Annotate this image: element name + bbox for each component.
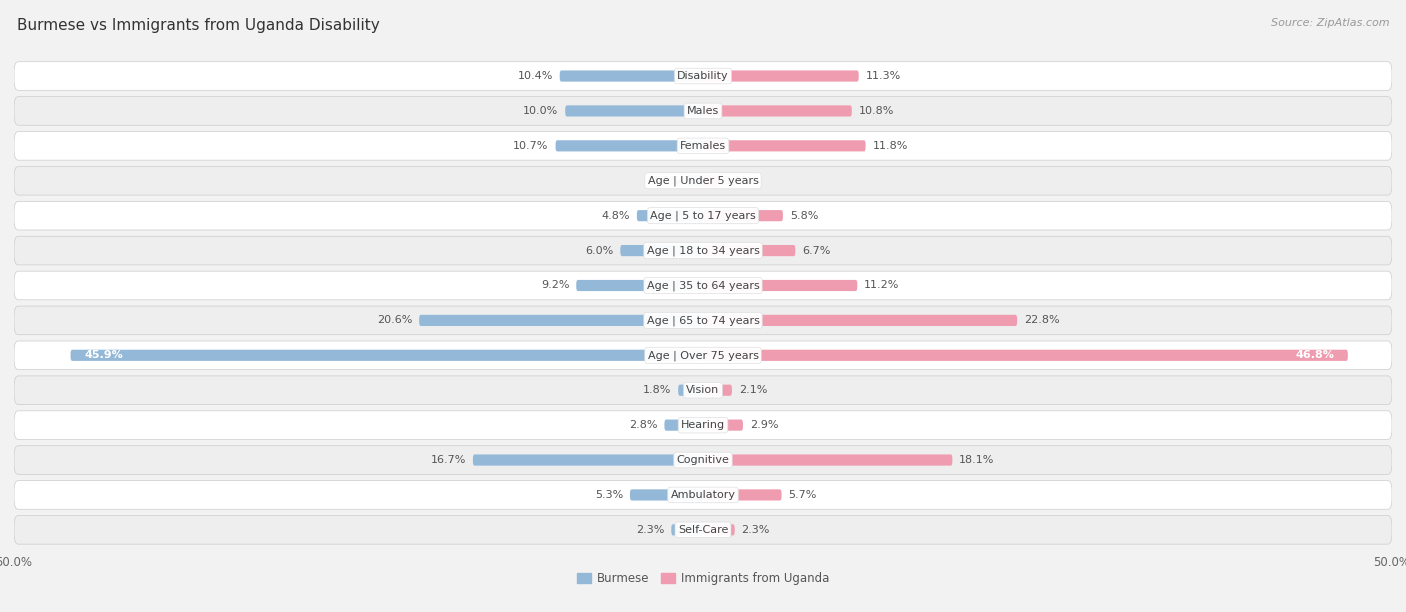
FancyBboxPatch shape [703, 280, 858, 291]
Text: 10.0%: 10.0% [523, 106, 558, 116]
Text: 9.2%: 9.2% [541, 280, 569, 291]
Text: 11.8%: 11.8% [873, 141, 908, 151]
FancyBboxPatch shape [703, 455, 952, 466]
FancyBboxPatch shape [637, 210, 703, 222]
FancyBboxPatch shape [14, 446, 1392, 474]
Text: 11.2%: 11.2% [865, 280, 900, 291]
FancyBboxPatch shape [688, 175, 703, 186]
FancyBboxPatch shape [678, 384, 703, 396]
Text: 20.6%: 20.6% [377, 315, 412, 326]
Text: Ambulatory: Ambulatory [671, 490, 735, 500]
FancyBboxPatch shape [14, 166, 1392, 195]
FancyBboxPatch shape [472, 455, 703, 466]
Text: 5.8%: 5.8% [790, 211, 818, 221]
FancyBboxPatch shape [14, 62, 1392, 91]
Legend: Burmese, Immigrants from Uganda: Burmese, Immigrants from Uganda [572, 567, 834, 589]
Text: Source: ZipAtlas.com: Source: ZipAtlas.com [1271, 18, 1389, 28]
Text: Age | 18 to 34 years: Age | 18 to 34 years [647, 245, 759, 256]
FancyBboxPatch shape [14, 236, 1392, 265]
FancyBboxPatch shape [560, 70, 703, 81]
Text: Cognitive: Cognitive [676, 455, 730, 465]
Text: Burmese vs Immigrants from Uganda Disability: Burmese vs Immigrants from Uganda Disabi… [17, 18, 380, 34]
Text: Age | 5 to 17 years: Age | 5 to 17 years [650, 211, 756, 221]
FancyBboxPatch shape [703, 420, 742, 431]
Text: Hearing: Hearing [681, 420, 725, 430]
Text: 10.8%: 10.8% [859, 106, 894, 116]
FancyBboxPatch shape [14, 411, 1392, 439]
FancyBboxPatch shape [703, 210, 783, 222]
Text: 2.3%: 2.3% [636, 525, 665, 535]
FancyBboxPatch shape [665, 420, 703, 431]
Text: Self-Care: Self-Care [678, 525, 728, 535]
FancyBboxPatch shape [630, 490, 703, 501]
Text: 4.8%: 4.8% [602, 211, 630, 221]
FancyBboxPatch shape [70, 349, 703, 361]
Text: Age | 65 to 74 years: Age | 65 to 74 years [647, 315, 759, 326]
Text: Disability: Disability [678, 71, 728, 81]
FancyBboxPatch shape [703, 384, 733, 396]
Text: 5.7%: 5.7% [789, 490, 817, 500]
FancyBboxPatch shape [419, 315, 703, 326]
Text: 18.1%: 18.1% [959, 455, 994, 465]
FancyBboxPatch shape [14, 97, 1392, 125]
FancyBboxPatch shape [703, 140, 866, 151]
Text: 2.9%: 2.9% [749, 420, 779, 430]
Text: 2.3%: 2.3% [741, 525, 770, 535]
FancyBboxPatch shape [14, 376, 1392, 405]
Text: 22.8%: 22.8% [1024, 315, 1060, 326]
Text: 6.7%: 6.7% [803, 245, 831, 256]
Text: 46.8%: 46.8% [1295, 350, 1334, 360]
Text: 16.7%: 16.7% [430, 455, 465, 465]
Text: Vision: Vision [686, 385, 720, 395]
Text: 2.8%: 2.8% [628, 420, 658, 430]
Text: 1.8%: 1.8% [643, 385, 671, 395]
FancyBboxPatch shape [14, 201, 1392, 230]
FancyBboxPatch shape [555, 140, 703, 151]
FancyBboxPatch shape [703, 490, 782, 501]
FancyBboxPatch shape [671, 524, 703, 536]
Text: 10.7%: 10.7% [513, 141, 548, 151]
Text: 10.4%: 10.4% [517, 71, 553, 81]
FancyBboxPatch shape [14, 341, 1392, 370]
FancyBboxPatch shape [14, 306, 1392, 335]
FancyBboxPatch shape [14, 271, 1392, 300]
Text: 5.3%: 5.3% [595, 490, 623, 500]
FancyBboxPatch shape [703, 245, 796, 256]
FancyBboxPatch shape [703, 105, 852, 116]
FancyBboxPatch shape [703, 175, 718, 186]
Text: Age | Under 5 years: Age | Under 5 years [648, 176, 758, 186]
Text: 6.0%: 6.0% [585, 245, 613, 256]
FancyBboxPatch shape [703, 70, 859, 81]
Text: 1.1%: 1.1% [652, 176, 681, 186]
FancyBboxPatch shape [14, 480, 1392, 509]
FancyBboxPatch shape [14, 132, 1392, 160]
Text: 1.1%: 1.1% [725, 176, 754, 186]
Text: Males: Males [688, 106, 718, 116]
FancyBboxPatch shape [703, 315, 1017, 326]
FancyBboxPatch shape [703, 349, 1348, 361]
Text: Age | Over 75 years: Age | Over 75 years [648, 350, 758, 360]
FancyBboxPatch shape [620, 245, 703, 256]
FancyBboxPatch shape [14, 515, 1392, 544]
Text: Females: Females [681, 141, 725, 151]
Text: Age | 35 to 64 years: Age | 35 to 64 years [647, 280, 759, 291]
Text: 11.3%: 11.3% [866, 71, 901, 81]
Text: 45.9%: 45.9% [84, 350, 124, 360]
FancyBboxPatch shape [565, 105, 703, 116]
FancyBboxPatch shape [703, 524, 735, 536]
Text: 2.1%: 2.1% [738, 385, 768, 395]
FancyBboxPatch shape [576, 280, 703, 291]
